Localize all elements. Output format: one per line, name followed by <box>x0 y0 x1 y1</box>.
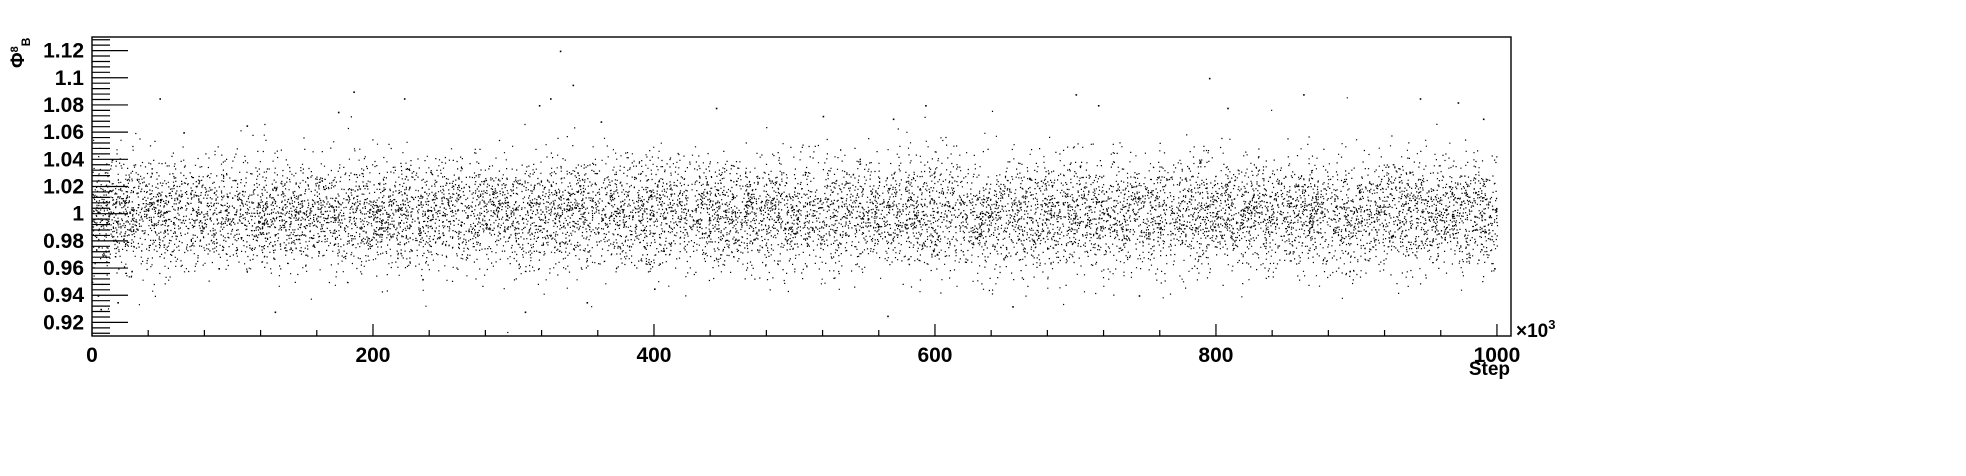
x-tick-label: 400 <box>636 344 671 367</box>
data-point <box>117 302 119 304</box>
data-point <box>353 91 355 93</box>
data-point <box>111 159 114 161</box>
y-tick-label: 1.02 <box>43 176 84 199</box>
data-point <box>1457 102 1460 104</box>
data-point <box>1482 118 1485 121</box>
x-tick-label: 600 <box>917 344 952 367</box>
data-point <box>1012 306 1014 308</box>
data-point <box>92 220 94 223</box>
x-tick-label: 1000 <box>1474 344 1521 367</box>
x-axis-multiplier: ×103 <box>1516 317 1555 342</box>
svg-text:Φ8B: Φ8B <box>8 37 33 68</box>
data-point <box>122 200 125 202</box>
data-points <box>92 50 1499 334</box>
y-tick-label: 1.12 <box>43 40 84 63</box>
data-point <box>159 98 161 100</box>
data-point <box>715 107 718 110</box>
y-tick-label: 1 <box>72 203 84 226</box>
y-axis-title-superscript: 8 <box>9 46 21 52</box>
y-tick-label: 0.94 <box>43 284 84 307</box>
x-axis-title: Step <box>1469 359 1510 380</box>
data-point <box>422 278 424 281</box>
data-point <box>131 270 133 273</box>
data-point <box>892 118 895 121</box>
data-point <box>1419 98 1422 100</box>
data-point <box>550 98 552 100</box>
data-point <box>218 268 220 270</box>
y-tick-label: 1.1 <box>55 67 85 90</box>
data-point <box>1097 105 1100 107</box>
data-point <box>337 111 340 114</box>
data-point <box>183 132 185 134</box>
data-point <box>1494 268 1496 270</box>
y-axis-title: Φ8B <box>8 37 33 68</box>
data-point <box>572 84 575 87</box>
data-point <box>97 295 100 297</box>
data-point <box>925 105 927 107</box>
data-point <box>586 302 589 304</box>
y-tick-label: 1.06 <box>43 121 84 144</box>
plot-frame <box>91 36 1512 337</box>
x-tick-label: 800 <box>1198 344 1233 367</box>
data-point <box>538 105 541 107</box>
y-axis-title-subscript: B <box>19 37 33 46</box>
data-point-cloud <box>92 97 1499 334</box>
data-point <box>524 311 527 314</box>
y-axis-title-main: Φ <box>8 52 29 68</box>
data-point <box>1227 107 1229 110</box>
data-point <box>246 125 249 127</box>
data-point <box>1303 94 1305 96</box>
data-point <box>600 121 603 123</box>
y-tick-label: 0.92 <box>43 311 84 334</box>
data-point <box>1075 94 1078 96</box>
tick-labels: 0 200 400 600 800 1000 0.92 0.94 0.96 0.98 1 1.02 1.… <box>43 40 1520 367</box>
data-point <box>822 115 825 118</box>
data-point <box>1208 77 1211 80</box>
y-tick-label: 0.98 <box>43 230 84 253</box>
axis-ticks <box>91 39 1498 336</box>
data-point <box>100 308 102 311</box>
data-point <box>403 98 406 100</box>
data-point <box>654 288 656 290</box>
y-tick-label: 1.08 <box>43 94 84 117</box>
data-point <box>1138 295 1141 297</box>
data-point <box>1349 270 1351 273</box>
x-tick-label: 0 <box>86 344 98 367</box>
data-point <box>887 315 889 318</box>
x-multiplier-exponent: 3 <box>1548 317 1555 332</box>
y-tick-label: 1.04 <box>43 148 84 171</box>
y-tick-label: 0.96 <box>43 257 84 280</box>
data-point <box>274 311 277 314</box>
x-multiplier-base: ×10 <box>1516 321 1548 342</box>
x-tick-label: 200 <box>355 344 390 367</box>
data-point <box>559 50 562 53</box>
